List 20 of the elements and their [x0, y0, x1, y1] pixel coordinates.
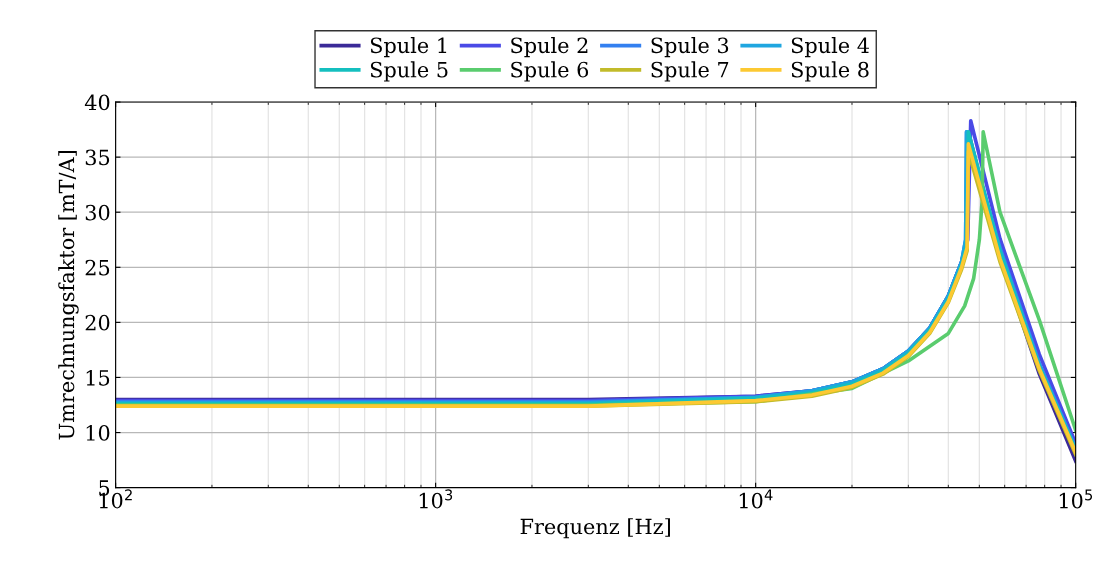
- y-tick-label: 35: [85, 149, 110, 166]
- x-tick-label: 10$^{5}$: [1059, 489, 1093, 509]
- legend-label: Spule 2: [511, 37, 588, 58]
- y-tick-label: 40: [84, 94, 110, 111]
- y-tick-label: 30: [85, 204, 110, 221]
- y-tick-label: 10: [86, 424, 110, 441]
- y-axis-title: Umrechnungsfaktor [mT/A]: [58, 151, 79, 440]
- legend-label: Spule 5: [370, 61, 448, 82]
- y-tick-label: 15: [86, 369, 110, 386]
- y-tick-label: 25: [85, 259, 110, 276]
- legend-label: Spule 6: [511, 61, 589, 82]
- legend-label: Spule 7: [651, 61, 729, 82]
- legend-label: Spule 3: [651, 37, 729, 58]
- x-axis-title: Frequenz [Hz]: [520, 518, 670, 539]
- legend-label: Spule 4: [791, 37, 869, 58]
- legend-label: Spule 8: [791, 61, 869, 82]
- x-tick-label: 10$^{3}$: [419, 489, 453, 509]
- x-tick-label: 10$^{4}$: [739, 489, 773, 509]
- y-tick-label: 20: [85, 314, 110, 331]
- legend-label: Spule 1: [370, 37, 447, 58]
